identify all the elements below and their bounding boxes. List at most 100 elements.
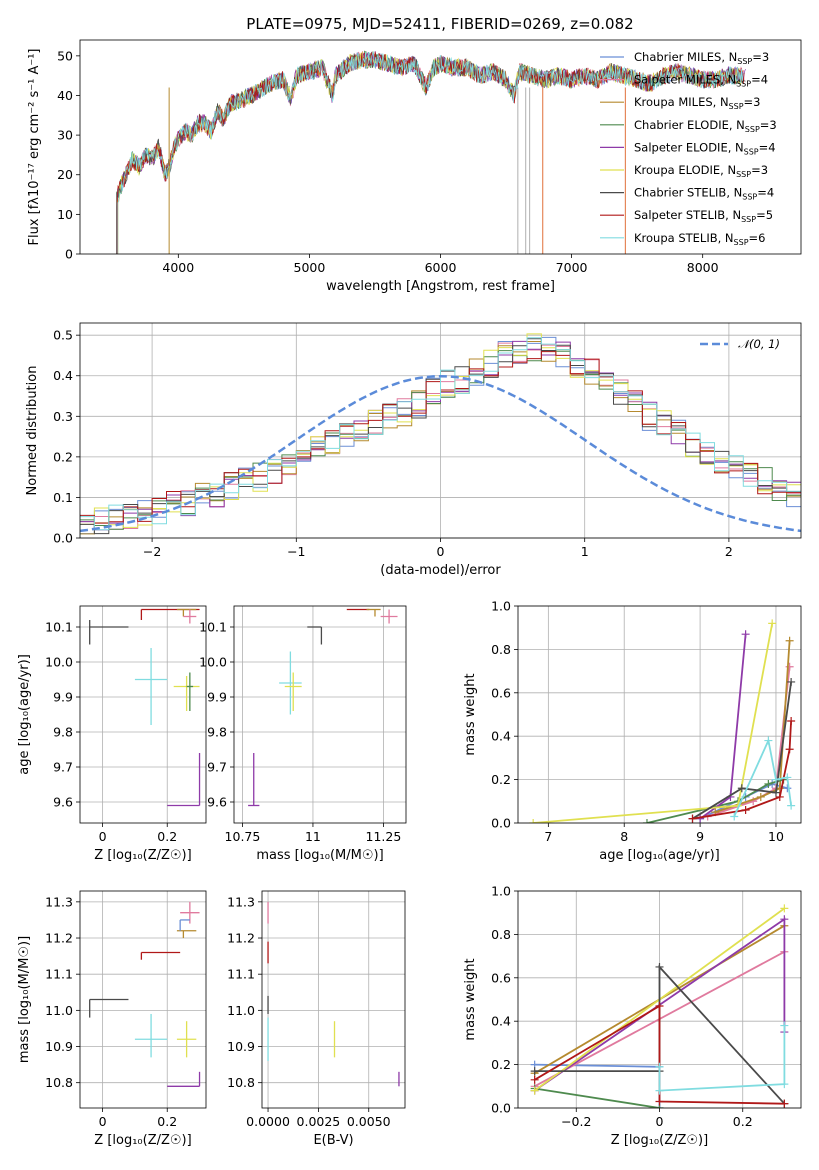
spectrum-frame	[79, 39, 802, 255]
age-vs-Z-xtick-label: 0	[99, 829, 107, 844]
weight-vs-age-marker-7-2	[775, 792, 784, 801]
age-vs-mass-ytick-label: 9.9	[207, 690, 227, 705]
legend-label-part: =5	[756, 208, 773, 222]
weight-vs-Z-ytick-label: 0.8	[491, 927, 511, 942]
residuals-ylabel: Normed distribution	[25, 366, 40, 496]
weight-vs-Z-ytick-label: 1.0	[491, 884, 511, 899]
mass-vs-ebv-ytick-label: 11.3	[227, 894, 255, 909]
age-vs-Z-point-7	[167, 753, 201, 807]
weight-vs-age-marker-8-2	[771, 775, 780, 784]
age-vs-mass-xtick-label: 11.25	[366, 829, 402, 844]
weight-vs-age-marker-0-3	[783, 784, 792, 793]
legend-label-part: SSP	[734, 238, 749, 247]
age-vs-Z-xlabel: Z [log₁₀(Z/Z☉)]	[94, 848, 191, 863]
weight-vs-Z-frame	[517, 890, 802, 1109]
legend-label-part: SSP	[736, 170, 751, 179]
weight-vs-Z-series-8	[658, 1025, 786, 1092]
residuals-xlabel: (data-model)/error	[380, 563, 501, 578]
mass-vs-Z-axes: 0 0.2 10.8 10.9 11.0 11.1 11.2 11.3 Z [log₁₀(Z/Z…	[17, 890, 207, 1148]
age-vs-mass-ytick-label: 10.0	[199, 655, 227, 670]
mass-vs-ebv-frame	[261, 890, 406, 1109]
mass-vs-Z-ytick-label: 10.8	[45, 1075, 73, 1090]
age-vs-Z-point-5	[173, 676, 200, 711]
weight-vs-age-marker-3-0	[642, 819, 651, 823]
legend-label-1: Salpeter MILES, NSSP=4	[634, 73, 768, 89]
age-vs-mass-ytick-label: 9.6	[207, 795, 227, 810]
legend-label-part: SSP	[741, 215, 756, 224]
age-vs-Z-axes: 0 0.2 9.6 9.7 9.8 9.9 10.0 10.1 Z [log₁₀(Z/Z☉)] a…	[17, 605, 207, 863]
spectrum-ytick-label: 40	[57, 88, 73, 103]
age-vs-mass-xtick-label: 10.75	[225, 829, 261, 844]
age-vs-mass-point-6	[248, 753, 260, 807]
weight-vs-Z-marker-4-1	[780, 915, 789, 924]
weight-vs-Z-marker-8-1	[655, 1086, 664, 1095]
age-vs-mass-point-3	[380, 609, 398, 624]
age-vs-mass-point-2	[366, 608, 381, 617]
mass-vs-ebv-xtick-label: 0.0025	[297, 1114, 341, 1129]
age-vs-mass-frame	[233, 605, 407, 824]
weight-vs-age-marker-2-3	[785, 636, 794, 645]
spectrum-xtick-label: 5000	[294, 260, 326, 275]
residuals-plot-area	[80, 333, 801, 538]
weight-vs-age-ytick-label: 1.0	[491, 599, 511, 614]
mass-vs-Z-point-2	[176, 930, 197, 939]
age-vs-Z-point-3	[183, 609, 197, 624]
weight-vs-age-xtick-label: 10	[768, 829, 784, 844]
mass-vs-ebv-ytick-label: 11.1	[227, 967, 255, 982]
spectrum-xtick-label: 6000	[425, 260, 457, 275]
spectrum-ytick-label: 30	[57, 128, 73, 143]
mass-vs-ebv-ytick-label: 11.0	[227, 1003, 255, 1018]
legend-label-part: Salpeter ELODIE, N	[634, 140, 744, 154]
age-vs-mass-point-5	[284, 672, 302, 711]
age-vs-Z-ylabel: age [log₁₀(age/yr)]	[17, 654, 32, 775]
legend-label-7: Salpeter STELIB, NSSP=5	[634, 208, 773, 224]
weight-vs-Z-xtick-label: −0.2	[561, 1114, 591, 1129]
weight-vs-age-marker-6-1	[737, 784, 746, 793]
residuals-xtick-label: −2	[143, 544, 161, 559]
spectrum-xtick-label: 8000	[687, 260, 719, 275]
legend-label-part: SSP	[737, 57, 752, 66]
weight-vs-Z-xlabel: Z [log₁₀(Z/Z☉)]	[611, 1133, 708, 1148]
weight-vs-Z-marker-5-0	[530, 1086, 539, 1095]
mass-vs-ebv-ytick-label: 11.2	[227, 931, 255, 946]
legend-label-part: =4	[759, 140, 776, 154]
weight-vs-age-series-5	[533, 623, 774, 823]
legend-label-2: Kroupa MILES, NSSP=3	[634, 95, 760, 111]
residuals-xtick-label: 0	[437, 544, 445, 559]
age-vs-Z-point-1	[140, 608, 200, 620]
weight-vs-age-marker-8-0	[730, 812, 739, 821]
residuals-xtick-label: 1	[581, 544, 589, 559]
age-vs-mass-xlabel: mass [log₁₀(M/M☉)]	[256, 848, 383, 863]
weight-vs-age-series-6	[692, 681, 792, 820]
weight-vs-age-marker-1-3	[785, 662, 794, 671]
spectrum-ylabel: Flux [fλ10⁻¹⁷ erg cm⁻² s⁻¹ A⁻¹]	[27, 49, 42, 246]
weight-vs-age-xlabel: age [log₁₀(age/yr)]	[599, 848, 720, 863]
weight-vs-age-marker-7-4	[787, 717, 796, 726]
legend-label-part: Salpeter MILES, N	[634, 73, 736, 87]
weight-vs-Z-marker-6-0	[530, 1067, 539, 1076]
mass-vs-ebv-ytick-label: 10.8	[227, 1075, 255, 1090]
weight-vs-age-frame	[517, 605, 802, 824]
legend-label-4: Salpeter ELODIE, NSSP=4	[634, 140, 776, 156]
weight-vs-Z-marker-7-1	[655, 1002, 664, 1011]
legend-label-part: Kroupa MILES, N	[634, 95, 729, 109]
weight-vs-age-ytick-label: 0.8	[491, 642, 511, 657]
weight-vs-age-ytick-label: 0.2	[491, 772, 511, 787]
weight-vs-age-marker-7-0	[688, 814, 697, 823]
residuals-ytick-label: 0.4	[53, 368, 73, 383]
residuals-ytick-label: 0.0	[53, 531, 73, 546]
spectrum-xtick-label: 4000	[162, 260, 194, 275]
age-vs-Z-point-0	[89, 620, 129, 645]
age-vs-Z-plot-area	[89, 608, 201, 807]
mass-vs-Z-plot-area	[89, 901, 201, 1087]
weight-vs-age-series-1	[707, 666, 791, 818]
figure-title: PLATE=0975, MJD=52411, FIBERID=0269, z=0…	[246, 15, 633, 33]
age-vs-mass-ytick-label: 9.7	[207, 760, 227, 775]
spectrum-ytick-label: 0	[65, 247, 73, 262]
legend-label-part: =6	[749, 231, 766, 245]
weight-vs-age-plot-area	[529, 619, 796, 823]
mass-vs-Z-ytick-label: 11.3	[45, 894, 73, 909]
weight-vs-Z-xtick-label: 0.2	[733, 1114, 753, 1129]
legend-label-part: Chabrier STELIB, N	[634, 186, 742, 200]
age-vs-Z-point-2	[176, 608, 197, 617]
